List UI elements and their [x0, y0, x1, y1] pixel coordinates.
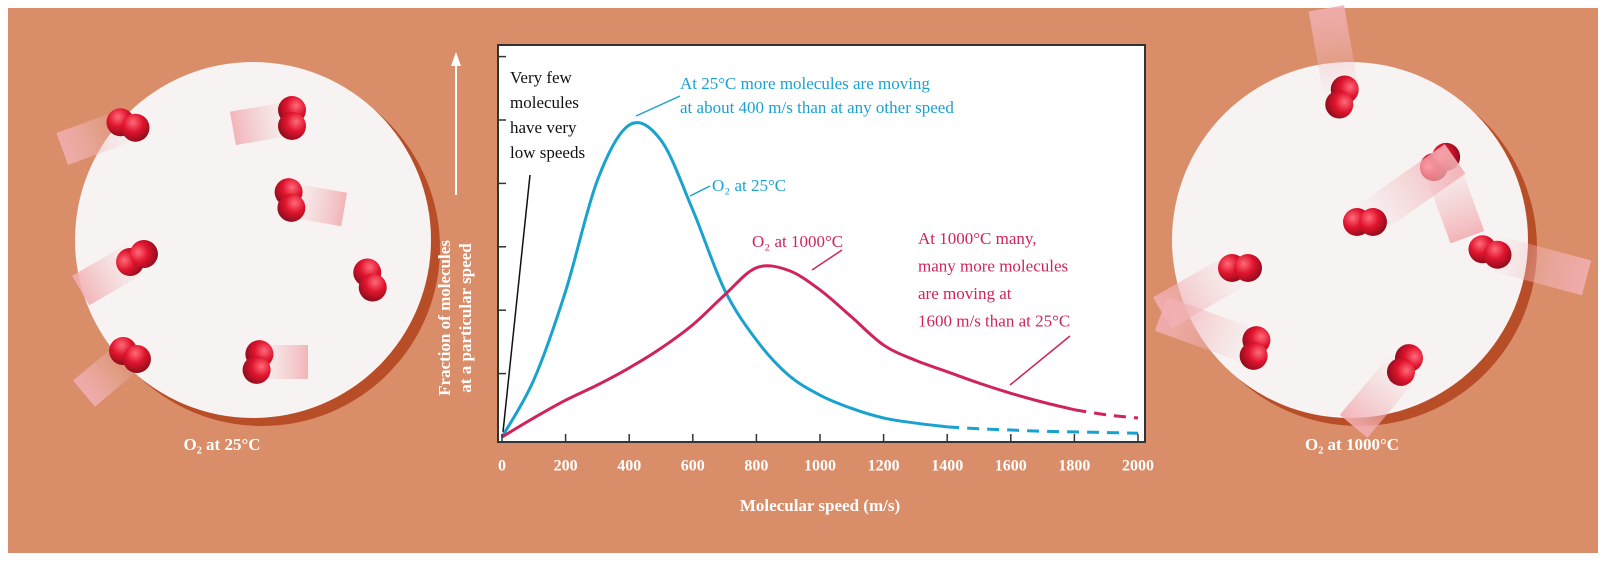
series-label: O₂ at 1000°C — [752, 232, 843, 251]
x-tick-label: 600 — [681, 458, 705, 475]
annotation: Very few — [510, 68, 573, 87]
x-tick-label: 2000 — [1122, 458, 1154, 475]
x-tick-label: 1600 — [995, 458, 1027, 475]
annotation: At 25°C more molecules are moving — [680, 74, 930, 93]
series-line-dashed — [1074, 408, 1139, 420]
left-sample — [56, 62, 440, 426]
panel-caption: O₂ at 1000°C — [1305, 435, 1399, 454]
x-tick-label: 0 — [498, 458, 506, 475]
leader-lines — [502, 95, 1071, 433]
x-tick-label: 400 — [617, 458, 641, 475]
panel-caption: O₂ at 25°C — [183, 435, 260, 454]
annotation: many more molecules — [918, 256, 1068, 275]
x-tick-label: 200 — [554, 458, 578, 475]
series-line — [501, 264, 1075, 439]
annotation: molecules — [510, 93, 579, 112]
annotation: 1600 m/s than at 25°C — [918, 311, 1070, 330]
x-tick-label: 1800 — [1058, 458, 1090, 475]
right-sample — [1153, 5, 1592, 438]
x-tick-label: 1400 — [931, 458, 963, 475]
annotation: are moving at — [918, 284, 1012, 303]
series-line-dashed — [947, 425, 1139, 435]
y-axis-arrowhead — [451, 52, 461, 66]
x-tick-label: 1200 — [868, 458, 900, 475]
series-label: O₂ at 25°C — [712, 176, 786, 195]
series-line — [500, 121, 948, 438]
plot-area — [497, 44, 1146, 443]
y-axis-label: Fraction of molecules — [435, 240, 454, 396]
annotation: at about 400 m/s than at any other speed — [680, 98, 954, 117]
y-axis-label: at a particular speed — [456, 243, 475, 393]
annotation: At 1000°C many, — [918, 229, 1037, 248]
x-tick-label: 1000 — [804, 458, 836, 475]
annotation: have very — [510, 118, 577, 137]
annotation: low speeds — [510, 143, 585, 162]
series-layer — [500, 121, 1139, 439]
x-axis-label: Molecular speed (m/s) — [740, 496, 900, 515]
x-tick-label: 800 — [744, 458, 768, 475]
